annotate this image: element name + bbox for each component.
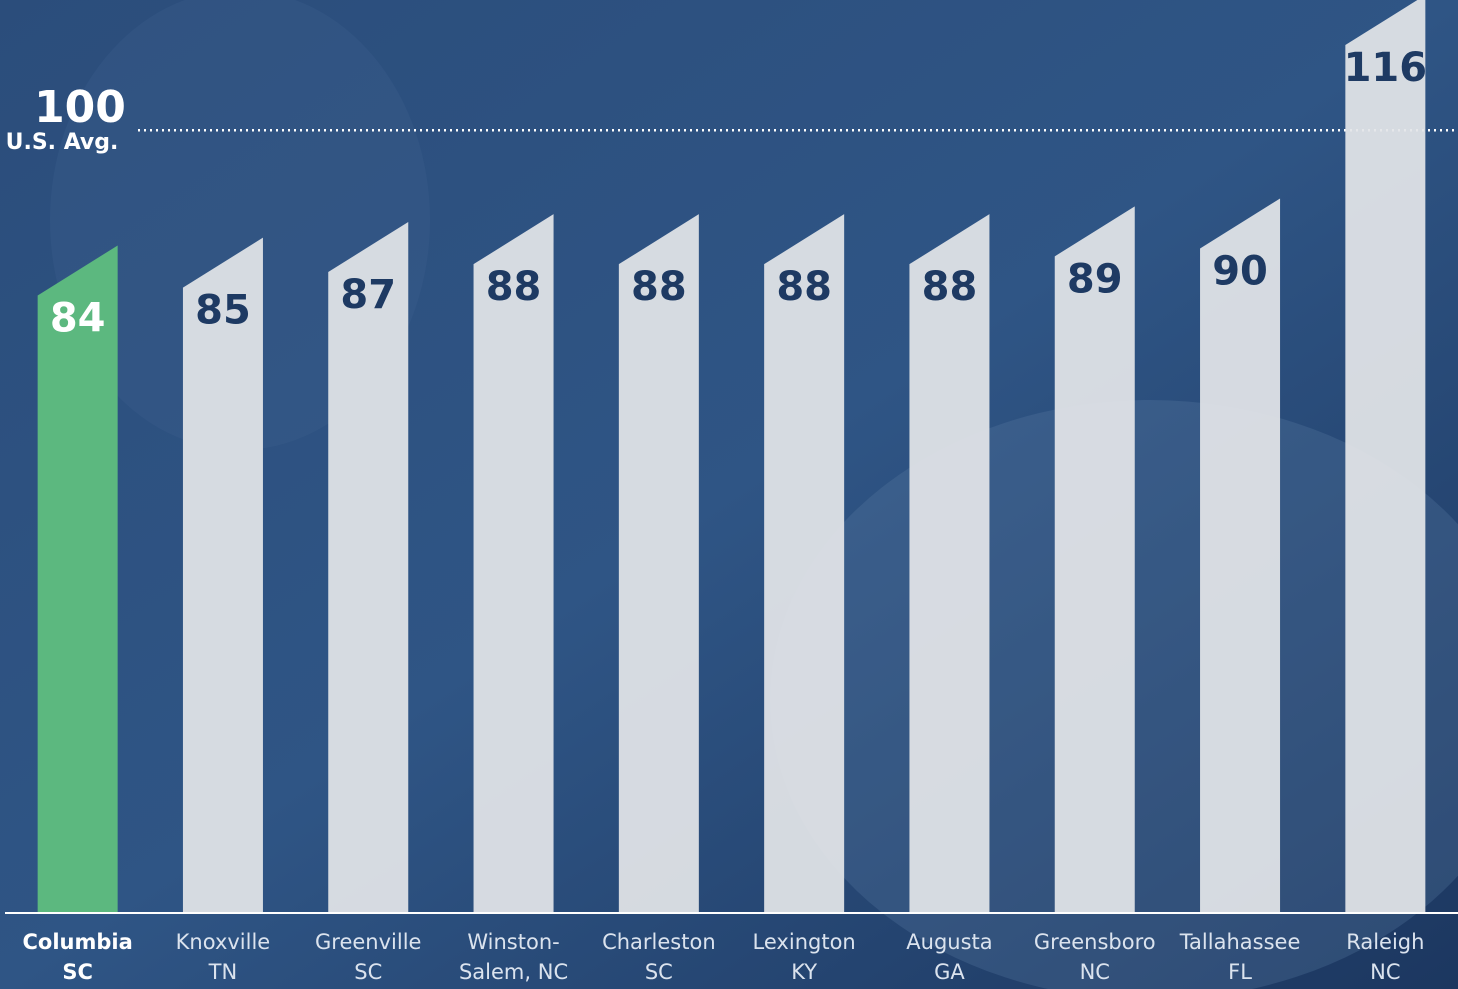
bar — [38, 245, 118, 913]
x-tick-label: SC — [62, 960, 93, 984]
x-tick-label: Winston- — [467, 930, 559, 954]
value-label: 87 — [340, 272, 396, 318]
x-tick-label: Tallahassee — [1179, 930, 1301, 954]
x-tick-label: SC — [645, 960, 673, 984]
bar — [764, 214, 844, 913]
bar — [328, 222, 408, 913]
bar — [1345, 0, 1425, 913]
x-tick-label: TN — [208, 960, 238, 984]
x-tick-label: Salem, NC — [459, 960, 568, 984]
x-tick-label: NC — [1370, 960, 1400, 984]
reference-value: 100 — [34, 82, 126, 133]
x-tick-label: Knoxville — [176, 930, 271, 954]
x-tick-label: FL — [1228, 960, 1252, 984]
bar — [183, 238, 263, 913]
x-tick-label: Greensboro — [1034, 930, 1156, 954]
x-tick-label: Greenville — [315, 930, 421, 954]
x-tick-label: Raleigh — [1346, 930, 1424, 954]
bar — [619, 214, 699, 913]
x-tick-label: Charleston — [602, 930, 716, 954]
x-tick-label: Lexington — [753, 930, 856, 954]
value-label: 84 — [50, 295, 106, 341]
chart: 100U.S. Avg. 84 Columbia SC 85 Knoxville TN 87 G… — [0, 0, 1458, 989]
bar — [909, 214, 989, 913]
bar — [1055, 206, 1135, 913]
x-tick-label: NC — [1080, 960, 1110, 984]
bar — [1200, 199, 1280, 913]
value-label: 88 — [922, 264, 978, 310]
value-label: 88 — [486, 264, 542, 310]
value-label: 88 — [631, 264, 687, 310]
value-label: 90 — [1212, 249, 1268, 295]
x-tick-label: KY — [791, 960, 817, 984]
page: 100U.S. Avg. 84 Columbia SC 85 Knoxville TN 87 G… — [0, 0, 1458, 989]
value-label: 116 — [1344, 45, 1428, 91]
bar — [474, 214, 554, 913]
reference-label: U.S. Avg. — [6, 130, 119, 155]
x-tick-label: SC — [354, 960, 382, 984]
value-label: 88 — [776, 264, 832, 310]
x-tick-label: Columbia — [23, 930, 133, 954]
x-tick-label: GA — [934, 960, 965, 984]
value-label: 89 — [1067, 256, 1123, 302]
x-tick-label: Augusta — [906, 930, 992, 954]
value-label: 85 — [195, 288, 251, 334]
